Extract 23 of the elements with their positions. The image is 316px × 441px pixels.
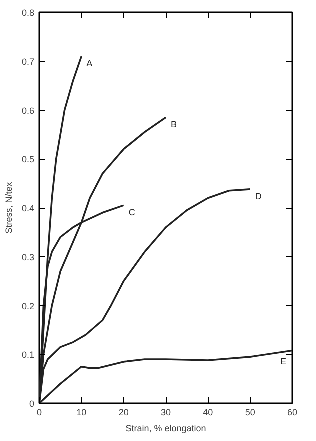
x-tick-label: 50 [245,408,256,418]
series-label: E [280,356,287,367]
x-tick-label: 0 [36,408,42,418]
x-tick-label: 30 [160,408,172,418]
y-tick-label: 0.7 [22,56,35,67]
y-tick-label: 0 [29,399,35,409]
x-tick-label: 60 [287,408,298,418]
x-axis-title: Strain, % elongation [126,424,206,434]
x-tick-label: 10 [76,408,87,418]
series-label: C [128,208,136,218]
x-tick-label: 20 [118,408,129,418]
y-tick-label: 0.2 [22,301,35,312]
series-label: B [171,120,178,130]
x-tick-label: 40 [203,408,214,418]
y-tick-label: 0.4 [22,204,35,214]
y-tick-label: 0.8 [22,8,35,18]
series-label: A [86,58,93,68]
y-tick-label: 0.6 [22,106,35,116]
y-tick-label: 0.3 [22,252,35,262]
y-tick-label: 0.5 [22,154,35,165]
y-tick-label: 0.1 [22,350,35,360]
y-axis-title: Stress, N/tex [4,182,14,234]
series-label: D [255,191,262,202]
